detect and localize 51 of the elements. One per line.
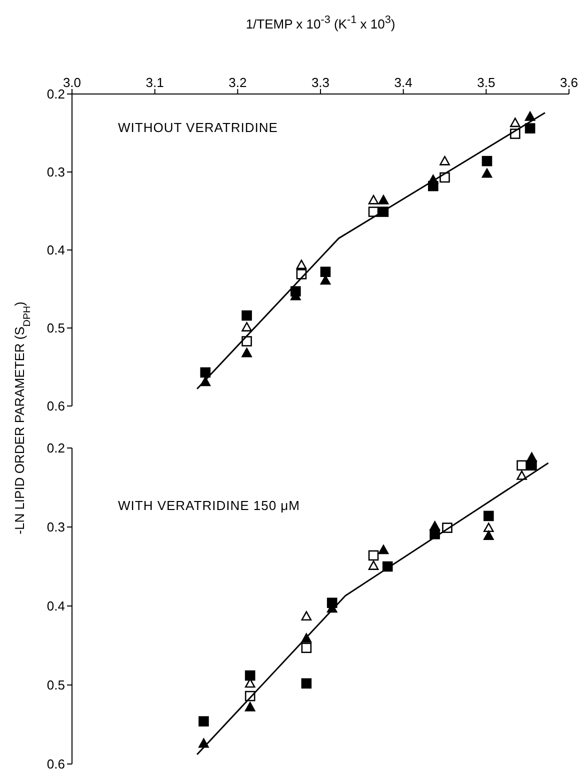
point xyxy=(524,111,536,121)
text: WITHOUT VERATRIDINE xyxy=(118,120,278,135)
y-tick-label: 0.3 xyxy=(46,520,65,535)
point xyxy=(244,670,256,681)
y-tick-label: 0.2 xyxy=(46,440,65,456)
point xyxy=(368,560,379,570)
y-tick-label: 0.5 xyxy=(46,320,65,336)
x-tick-label: 3.6 xyxy=(560,75,578,90)
point xyxy=(430,521,440,530)
x-tick-label: 3.0 xyxy=(62,75,82,90)
y-tick-label: 0.3 xyxy=(46,164,65,180)
point xyxy=(482,168,492,178)
point xyxy=(242,348,252,358)
x-axis-title: 1/TEMP x 10$^{-3}$ (K$^{-1}$ x 10$^{3}$) xyxy=(244,14,396,32)
point xyxy=(242,310,252,321)
point xyxy=(368,550,379,561)
x-tick-label: 3.3 xyxy=(311,75,330,90)
y-tick-label: 0.5 xyxy=(46,678,65,693)
y-tick-label: 0.6 xyxy=(46,398,65,414)
point xyxy=(524,123,536,134)
point xyxy=(301,642,312,654)
point xyxy=(200,367,211,378)
y-tick-label: 0.4 xyxy=(46,242,65,258)
point xyxy=(510,118,520,128)
y-tick-label: 0.6 xyxy=(46,756,65,772)
point xyxy=(484,530,494,540)
point xyxy=(482,156,492,166)
point xyxy=(301,611,312,621)
point xyxy=(320,266,331,277)
point xyxy=(378,544,389,554)
point xyxy=(242,322,252,332)
point xyxy=(198,716,209,726)
x-tick-label: 3.1 xyxy=(146,75,164,90)
point xyxy=(368,194,379,204)
point xyxy=(516,460,527,471)
point xyxy=(242,336,252,346)
x-tick-label: 3.2 xyxy=(228,75,247,90)
point xyxy=(440,156,450,166)
point xyxy=(484,510,494,522)
x-tick-label: 3.4 xyxy=(394,75,412,90)
x-tick-label: 3.5 xyxy=(477,75,496,90)
point xyxy=(244,702,256,712)
point xyxy=(484,522,494,532)
y-tick-label: 0.4 xyxy=(46,598,65,614)
point xyxy=(378,194,389,204)
point xyxy=(301,678,312,689)
y-tick-label: 0.2 xyxy=(46,86,65,102)
point xyxy=(368,206,379,217)
text: WITH VERATRIDINE 150 μM xyxy=(118,498,300,513)
point xyxy=(296,260,307,270)
point xyxy=(526,452,537,462)
